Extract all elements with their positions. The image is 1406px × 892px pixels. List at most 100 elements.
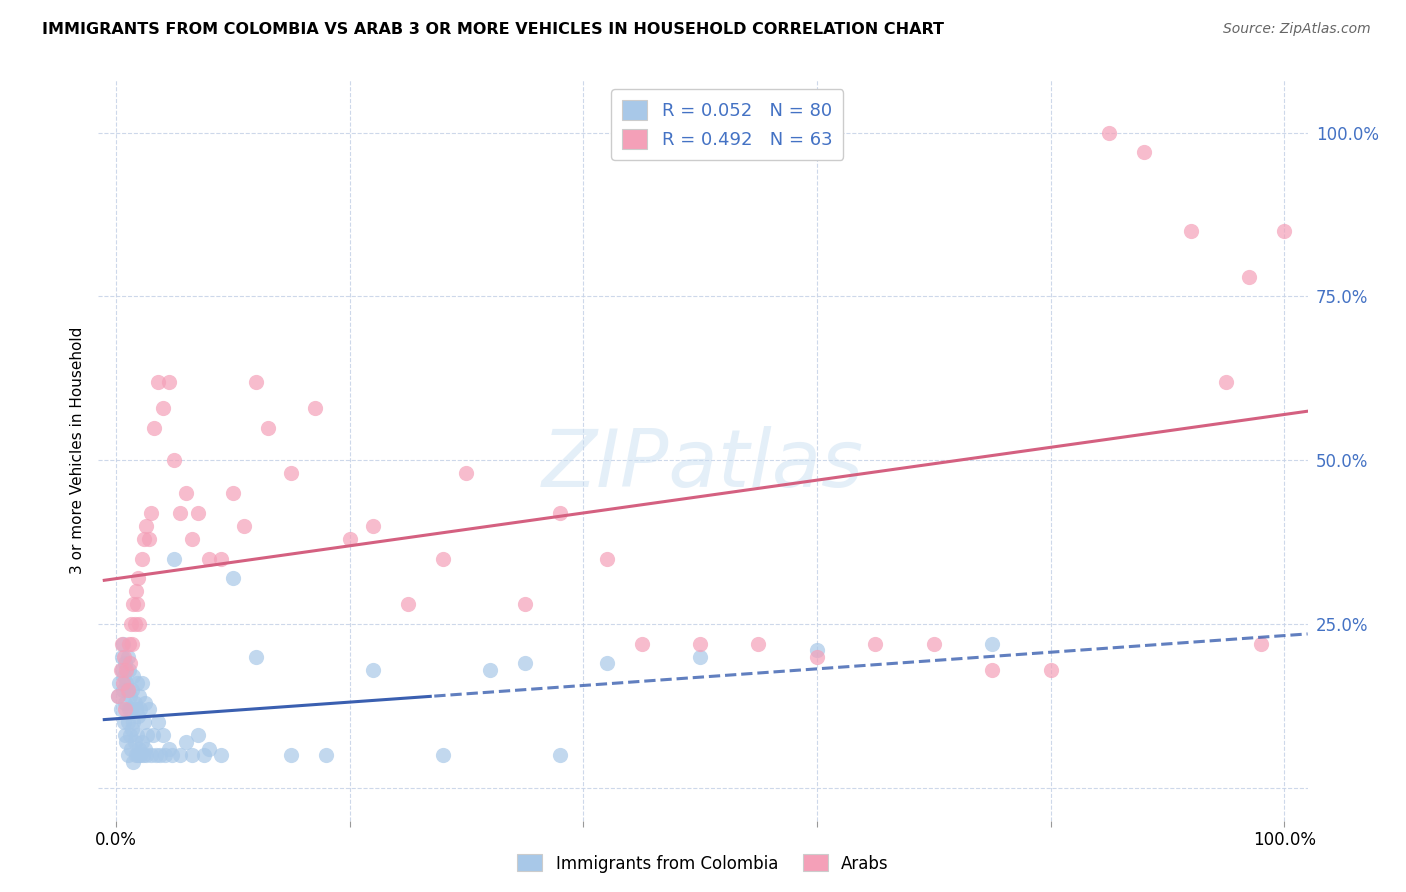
- Point: [145, 748, 167, 763]
- Point: [1272, 224, 1295, 238]
- Point: [111, 649, 134, 664]
- Point: [108, 676, 131, 690]
- Point: [174, 735, 197, 749]
- Point: [146, 715, 169, 730]
- Point: [111, 637, 134, 651]
- Point: [120, 702, 142, 716]
- Point: [209, 748, 232, 763]
- Point: [198, 551, 221, 566]
- Point: [432, 748, 454, 763]
- Point: [152, 729, 174, 743]
- Point: [131, 551, 153, 566]
- Point: [114, 696, 136, 710]
- Point: [107, 689, 129, 703]
- Text: ZIPatlas: ZIPatlas: [541, 426, 865, 504]
- Point: [131, 735, 153, 749]
- Point: [111, 682, 134, 697]
- Point: [1237, 269, 1260, 284]
- Point: [1133, 145, 1156, 160]
- Point: [138, 532, 160, 546]
- Legend: R = 0.052   N = 80, R = 0.492   N = 63: R = 0.052 N = 80, R = 0.492 N = 63: [612, 89, 844, 160]
- Point: [112, 669, 135, 683]
- Point: [121, 682, 143, 697]
- Point: [125, 584, 148, 599]
- Point: [187, 506, 209, 520]
- Point: [209, 551, 232, 566]
- Point: [115, 676, 138, 690]
- Point: [478, 663, 501, 677]
- Point: [1098, 126, 1121, 140]
- Point: [135, 518, 157, 533]
- Point: [339, 532, 361, 546]
- Point: [361, 518, 384, 533]
- Point: [115, 663, 138, 677]
- Point: [157, 375, 180, 389]
- Point: [160, 748, 183, 763]
- Point: [187, 729, 209, 743]
- Point: [121, 722, 143, 736]
- Point: [193, 748, 215, 763]
- Point: [125, 598, 148, 612]
- Point: [149, 748, 172, 763]
- Point: [922, 637, 945, 651]
- Point: [127, 708, 149, 723]
- Point: [143, 420, 166, 434]
- Point: [222, 571, 245, 585]
- Point: [117, 649, 139, 664]
- Point: [125, 702, 148, 716]
- Point: [139, 506, 162, 520]
- Point: [115, 735, 138, 749]
- Point: [120, 741, 142, 756]
- Point: [114, 657, 136, 671]
- Point: [142, 729, 165, 743]
- Point: [152, 401, 174, 415]
- Point: [122, 755, 145, 769]
- Point: [107, 689, 129, 703]
- Point: [128, 689, 150, 703]
- Point: [233, 518, 256, 533]
- Point: [630, 637, 652, 651]
- Point: [981, 637, 1004, 651]
- Point: [163, 453, 186, 467]
- Point: [127, 748, 149, 763]
- Point: [110, 702, 132, 716]
- Point: [1250, 637, 1272, 651]
- Point: [124, 735, 146, 749]
- Point: [122, 669, 145, 683]
- Point: [280, 467, 302, 481]
- Point: [548, 506, 571, 520]
- Point: [125, 748, 148, 763]
- Point: [163, 551, 186, 566]
- Point: [169, 506, 191, 520]
- Point: [198, 741, 221, 756]
- Point: [117, 682, 139, 697]
- Point: [595, 657, 617, 671]
- Point: [110, 663, 132, 677]
- Point: [132, 748, 155, 763]
- Point: [111, 663, 134, 677]
- Text: Source: ZipAtlas.com: Source: ZipAtlas.com: [1223, 22, 1371, 37]
- Point: [139, 748, 162, 763]
- Point: [513, 598, 536, 612]
- Point: [1215, 375, 1237, 389]
- Point: [135, 748, 157, 763]
- Point: [304, 401, 326, 415]
- Point: [132, 532, 155, 546]
- Point: [114, 702, 136, 716]
- Point: [245, 375, 267, 389]
- Point: [146, 375, 169, 389]
- Point: [456, 467, 478, 481]
- Point: [129, 748, 152, 763]
- Point: [153, 748, 176, 763]
- Point: [245, 649, 267, 664]
- Point: [595, 551, 617, 566]
- Point: [981, 663, 1004, 677]
- Point: [396, 598, 419, 612]
- Point: [122, 715, 145, 730]
- Point: [689, 637, 711, 651]
- Point: [513, 657, 536, 671]
- Point: [118, 702, 141, 716]
- Point: [157, 741, 180, 756]
- Point: [122, 598, 145, 612]
- Point: [118, 689, 141, 703]
